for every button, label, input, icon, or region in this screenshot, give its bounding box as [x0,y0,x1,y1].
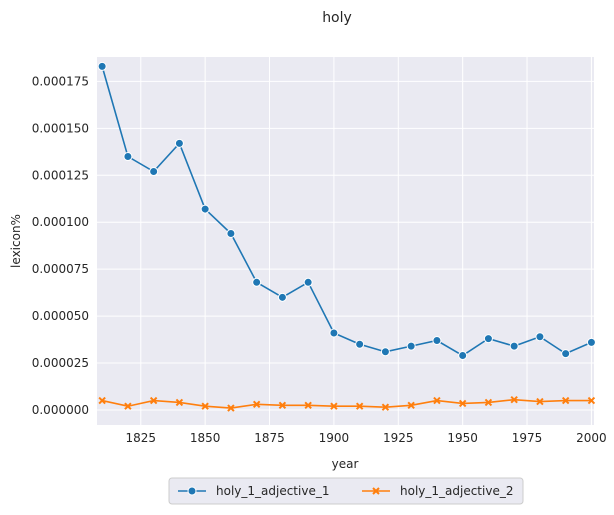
data-point [226,228,236,238]
series-2 [98,395,596,412]
data-point [561,396,570,405]
data-point [535,332,545,342]
data-point [277,292,287,302]
data-point [407,401,415,409]
data-point [510,395,518,404]
legend-box [168,477,524,505]
y-axis-ticks: 0.000000 0.000025 0.000050 0.000075 0.000100… [32,74,89,417]
x-tick-label: 1850 [190,431,221,445]
legend-item: holy_1_adjective_2 [362,484,513,498]
data-point [458,399,467,408]
y-tick-label: 0.000125 [32,168,89,182]
series-line [101,398,592,409]
data-point [304,401,312,409]
data-point [406,341,416,351]
data-point [97,61,107,71]
y-tick-label: 0.000000 [32,403,89,417]
x-tick-label: 1950 [447,431,478,445]
series-1 [97,61,596,361]
legend-marker [372,487,380,495]
legend-label: holy_1_adjective_1 [216,484,329,498]
data-point [355,339,365,349]
y-tick-label: 0.000150 [32,121,89,135]
x-axis-ticks: 1825 1850 1875 1900 1925 1950 1975 2000 [126,431,607,445]
data-point [252,400,261,409]
x-tick-label: 1875 [254,431,285,445]
data-point [483,334,493,344]
x-tick-label: 1900 [319,431,350,445]
data-point [433,396,441,405]
x-tick-label: 1825 [126,431,157,445]
legend-item: holy_1_adjective_1 [178,484,329,498]
y-axis-label: lexicon% [9,214,23,268]
x-tick-label: 1975 [512,431,543,445]
y-tick-label: 0.000175 [32,74,89,88]
data-point [329,328,339,338]
data-point [355,402,364,410]
chart-title: holy [322,10,352,26]
data-point [200,204,210,214]
x-tick-label: 1925 [383,431,414,445]
data-point [201,402,209,410]
legend-marker [187,486,197,496]
data-point [432,336,442,346]
data-point [278,401,287,409]
data-point [380,347,390,357]
data-point [98,396,106,405]
y-tick-label: 0.000100 [32,215,89,229]
data-point [175,398,184,407]
legend-label: holy_1_adjective_2 [400,484,513,498]
data-point [252,277,262,287]
data-point [587,396,596,405]
data-point [561,349,571,359]
series-layer [97,61,596,412]
legend: holy_1_adjective_1 holy_1_adjective_2 [168,477,524,505]
y-tick-label: 0.000075 [32,262,89,276]
data-point [124,402,132,410]
data-point [123,152,133,162]
data-point [484,398,493,407]
data-point [509,341,519,351]
y-tick-label: 0.000025 [32,356,89,370]
data-point [303,277,313,287]
data-point [586,337,596,347]
y-tick-label: 0.000050 [32,309,89,323]
data-point [330,402,338,410]
data-point [381,403,390,411]
data-point [174,138,184,148]
data-point [149,396,158,405]
grid-lines [97,57,594,425]
x-tick-label: 2000 [576,431,607,445]
plot-area [97,57,594,425]
data-point [227,404,235,412]
x-axis-label: year [332,457,359,471]
data-point [536,397,544,406]
data-point [149,167,159,177]
data-point [458,351,468,361]
